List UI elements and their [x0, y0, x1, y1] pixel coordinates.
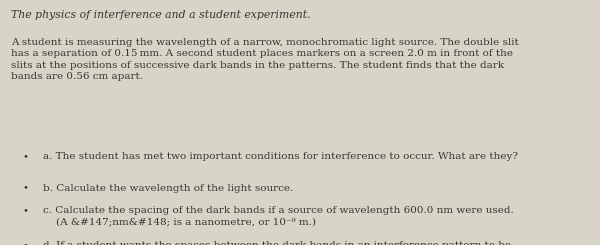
Text: A student is measuring the wavelength of a narrow, monochromatic light source. T: A student is measuring the wavelength of… [11, 38, 518, 81]
Text: a. The student has met two important conditions for interference to occur. What : a. The student has met two important con… [43, 152, 518, 161]
Text: The physics of interference and a student experiment.: The physics of interference and a studen… [11, 10, 310, 20]
Text: •: • [23, 206, 29, 215]
Text: •: • [23, 152, 29, 161]
Text: c. Calculate the spacing of the dark bands if a source of wavelength 600.0 nm we: c. Calculate the spacing of the dark ban… [43, 206, 514, 226]
Text: •: • [23, 241, 29, 245]
Text: b. Calculate the wavelength of the light source.: b. Calculate the wavelength of the light… [43, 184, 293, 193]
Text: •: • [23, 184, 29, 193]
Text: d. If a student wants the spaces between the dark bands in an interference patte: d. If a student wants the spaces between… [43, 241, 511, 245]
